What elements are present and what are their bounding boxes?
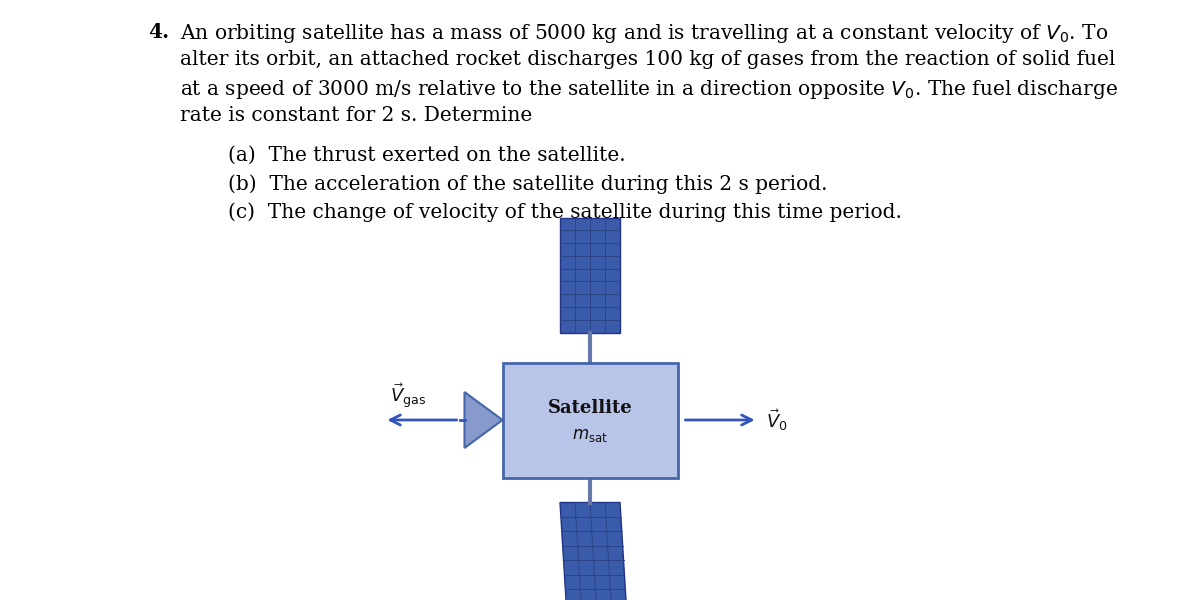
Text: 4.: 4. xyxy=(148,22,169,42)
Text: (c)  The change of velocity of the satellite during this time period.: (c) The change of velocity of the satell… xyxy=(228,202,902,221)
Text: $\vec{V}_\mathrm{gas}$: $\vec{V}_\mathrm{gas}$ xyxy=(390,382,426,411)
Text: (b)  The acceleration of the satellite during this 2 s period.: (b) The acceleration of the satellite du… xyxy=(228,174,828,194)
Text: rate is constant for 2 s. Determine: rate is constant for 2 s. Determine xyxy=(180,106,533,125)
Text: at a speed of 3000 m/s relative to the satellite in a direction opposite $V_0$. : at a speed of 3000 m/s relative to the s… xyxy=(180,78,1118,101)
Text: Satellite: Satellite xyxy=(547,399,632,417)
Text: $\vec{V}_0$: $\vec{V}_0$ xyxy=(766,407,787,433)
Polygon shape xyxy=(464,392,503,448)
Text: An orbiting satellite has a mass of 5000 kg and is travelling at a constant velo: An orbiting satellite has a mass of 5000… xyxy=(180,22,1108,45)
Polygon shape xyxy=(560,503,628,600)
Bar xyxy=(560,217,620,332)
Text: $m_\mathrm{sat}$: $m_\mathrm{sat}$ xyxy=(572,427,608,445)
Text: (a)  The thrust exerted on the satellite.: (a) The thrust exerted on the satellite. xyxy=(228,146,625,165)
Text: alter its orbit, an attached rocket discharges 100 kg of gases from the reaction: alter its orbit, an attached rocket disc… xyxy=(180,50,1115,69)
FancyBboxPatch shape xyxy=(503,362,678,478)
